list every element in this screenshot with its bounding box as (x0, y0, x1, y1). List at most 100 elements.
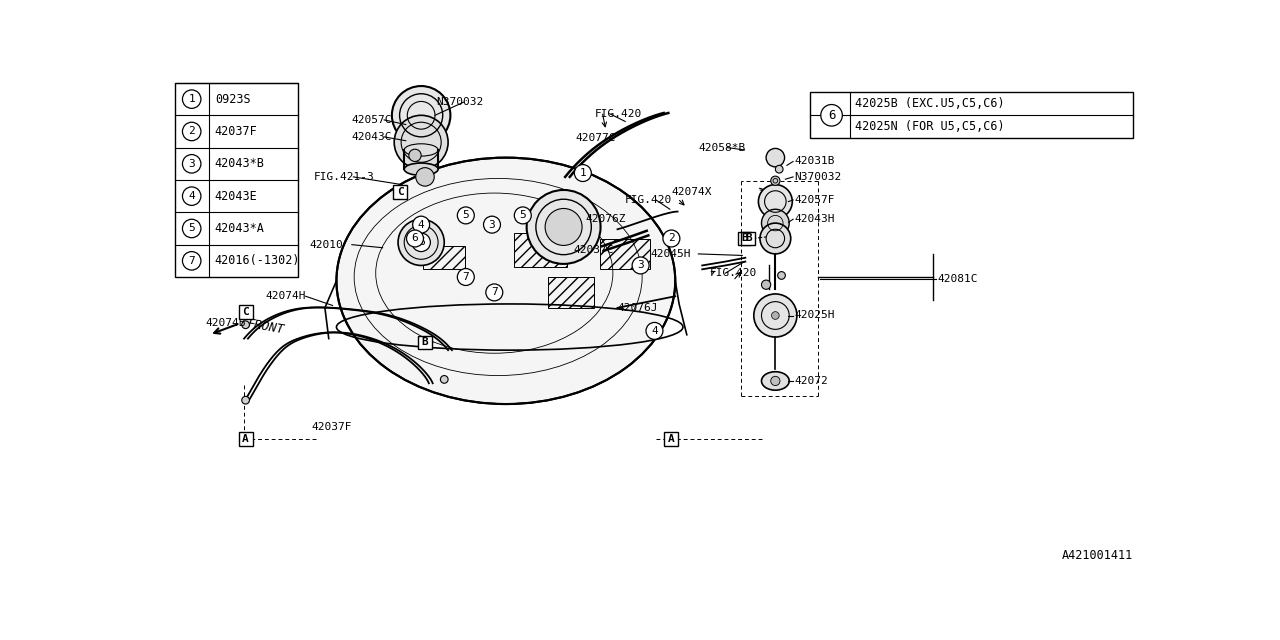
Text: 6: 6 (417, 237, 425, 247)
FancyBboxPatch shape (419, 335, 431, 349)
Text: 42081C: 42081C (937, 273, 978, 284)
Circle shape (183, 122, 201, 141)
Text: B: B (741, 234, 748, 243)
Circle shape (408, 149, 421, 161)
Text: 42025H: 42025H (795, 310, 835, 321)
Text: N370032: N370032 (795, 172, 842, 182)
Text: C: C (242, 307, 250, 317)
Text: FIG.420: FIG.420 (594, 109, 641, 119)
Circle shape (526, 190, 600, 264)
Text: 4: 4 (188, 191, 195, 201)
Text: 42037C: 42037C (573, 245, 614, 255)
Text: 3: 3 (637, 260, 644, 271)
Text: 7: 7 (188, 256, 195, 266)
Text: 4: 4 (417, 220, 425, 230)
Text: 1: 1 (580, 168, 586, 178)
Text: 42076Z: 42076Z (585, 214, 626, 224)
Bar (548, 277, 594, 308)
Text: 42043E: 42043E (215, 189, 257, 203)
Text: 7: 7 (462, 272, 470, 282)
Circle shape (183, 155, 201, 173)
Text: 7: 7 (492, 287, 498, 298)
Text: 42043*A: 42043*A (215, 222, 265, 235)
Circle shape (760, 223, 791, 254)
Circle shape (771, 376, 780, 385)
Bar (600, 239, 650, 269)
Text: FIG.420: FIG.420 (625, 195, 672, 205)
Ellipse shape (404, 163, 438, 175)
FancyBboxPatch shape (739, 232, 750, 244)
Circle shape (398, 220, 444, 266)
Text: 2: 2 (188, 127, 195, 136)
FancyBboxPatch shape (393, 186, 407, 199)
Text: 3: 3 (188, 159, 195, 169)
Text: 3: 3 (489, 220, 495, 230)
Text: 42016(-1302): 42016(-1302) (215, 254, 301, 268)
Circle shape (771, 176, 780, 186)
Text: FIG.421-3: FIG.421-3 (314, 172, 374, 182)
Text: 42025B (EXC.U5,C5,C6): 42025B (EXC.U5,C5,C6) (855, 97, 1005, 110)
Text: 5: 5 (462, 211, 470, 220)
Bar (424, 246, 466, 269)
Text: 42010: 42010 (310, 239, 343, 250)
FancyBboxPatch shape (238, 305, 252, 319)
Circle shape (484, 216, 500, 233)
FancyBboxPatch shape (810, 92, 1133, 138)
FancyBboxPatch shape (238, 432, 252, 445)
Text: FIG.420: FIG.420 (710, 268, 758, 278)
Text: 42043H: 42043H (795, 214, 835, 224)
Circle shape (242, 396, 250, 404)
Circle shape (545, 209, 582, 245)
Text: 42045H: 42045H (650, 249, 691, 259)
Text: 42043C: 42043C (352, 132, 393, 142)
Circle shape (762, 209, 790, 237)
Circle shape (440, 376, 448, 383)
FancyBboxPatch shape (175, 83, 298, 277)
Circle shape (425, 339, 433, 346)
Text: 0923S: 0923S (215, 93, 251, 106)
Text: 4: 4 (652, 326, 658, 336)
Text: 42074X: 42074X (672, 188, 712, 197)
Circle shape (646, 323, 663, 339)
Text: 6: 6 (828, 109, 836, 122)
Text: A421001411: A421001411 (1062, 549, 1133, 563)
Circle shape (772, 312, 780, 319)
FancyBboxPatch shape (664, 432, 678, 445)
Text: 5: 5 (520, 211, 526, 220)
Text: A: A (242, 434, 250, 444)
Circle shape (407, 230, 424, 247)
Text: FRONT: FRONT (246, 317, 285, 337)
Text: 42057F: 42057F (795, 195, 835, 205)
Circle shape (762, 280, 771, 289)
Circle shape (663, 230, 680, 247)
Text: A: A (668, 434, 675, 444)
Circle shape (632, 257, 649, 274)
Circle shape (754, 294, 797, 337)
Circle shape (515, 207, 531, 224)
Circle shape (183, 220, 201, 237)
Text: 42074B: 42074B (206, 318, 246, 328)
Text: C: C (397, 188, 403, 197)
Text: 6: 6 (412, 234, 419, 243)
Circle shape (412, 233, 430, 252)
Circle shape (242, 321, 250, 328)
Circle shape (759, 184, 792, 218)
Circle shape (778, 271, 786, 279)
Circle shape (575, 164, 591, 182)
Circle shape (486, 284, 503, 301)
Text: 1: 1 (188, 94, 195, 104)
Circle shape (412, 216, 430, 233)
Text: 42031B: 42031B (795, 157, 835, 166)
Text: 42072: 42072 (795, 376, 828, 386)
Circle shape (394, 115, 448, 169)
Text: 42077C: 42077C (575, 133, 616, 143)
FancyBboxPatch shape (741, 232, 755, 245)
Circle shape (767, 148, 785, 167)
Circle shape (457, 207, 475, 224)
Ellipse shape (337, 157, 676, 404)
Circle shape (820, 104, 842, 126)
Bar (513, 233, 567, 268)
Circle shape (183, 252, 201, 270)
Text: 42025N (FOR U5,C5,C6): 42025N (FOR U5,C5,C6) (855, 120, 1005, 133)
Circle shape (416, 168, 434, 186)
